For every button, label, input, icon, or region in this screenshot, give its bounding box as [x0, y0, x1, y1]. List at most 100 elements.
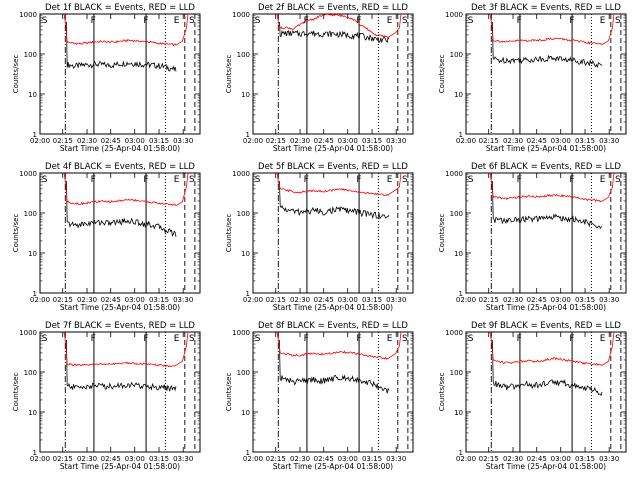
x-tick-label: 02:30	[290, 137, 310, 145]
marker-label: E	[387, 175, 393, 185]
x-tick-label: 02:30	[77, 137, 97, 145]
x-tick-label: 02:00	[30, 296, 50, 304]
chart-panel-1: Det 1f BLACK = Events, RED = LLD 1 10 100 10…	[12, 3, 201, 153]
x-axis-label: Start Time (25-Apr-04 01:58:00)	[273, 303, 393, 312]
marker-label: F	[569, 175, 574, 185]
marker-label: S	[255, 16, 261, 26]
y-axis-label: Counts/sec	[12, 373, 20, 412]
x-axis-label: Start Time (25-Apr-04 01:58:00)	[273, 144, 393, 153]
y-axis-label: Counts/sec	[12, 214, 20, 253]
y-tick-label: 1	[246, 449, 250, 457]
plot-frame	[465, 331, 627, 453]
plot-frame	[252, 13, 414, 135]
chart-title: Det 2f BLACK = Events, RED = LLD	[258, 3, 408, 13]
y-tick-label: 10	[241, 250, 250, 258]
series-line-events	[279, 339, 390, 394]
marker-label: F	[143, 334, 148, 344]
y-tick-label: 100	[237, 369, 250, 377]
series-line-lld	[489, 172, 615, 203]
x-tick-label: 02:45	[314, 455, 334, 463]
x-tick-label: 02:15	[53, 137, 73, 145]
marker-label: F	[517, 16, 522, 26]
y-tick-label: 1000	[445, 170, 463, 178]
plot-frame	[252, 331, 414, 453]
x-tick-label: 03:30	[173, 137, 193, 145]
y-axis-label: Counts/sec	[438, 55, 446, 94]
x-tick-label: 03:15	[575, 455, 595, 463]
marker-label: F	[304, 334, 309, 344]
chart-panel-5: Det 5f BLACK = Events, RED = LLD 1 10 100 10…	[225, 162, 414, 312]
y-tick-label: 1000	[445, 329, 463, 337]
marker-label: S	[189, 175, 195, 185]
y-tick-label: 100	[24, 369, 37, 377]
chart-panel-7: Det 7f BLACK = Events, RED = LLD 1 10 100 10…	[12, 321, 201, 471]
y-axis-label: Counts/sec	[225, 214, 233, 253]
marker-label: S	[255, 175, 261, 185]
y-axis-label: Counts/sec	[225, 373, 233, 412]
x-tick-label: 02:15	[53, 455, 73, 463]
x-tick-label: 02:00	[456, 137, 476, 145]
x-tick-label: 02:45	[101, 137, 121, 145]
marker-label: F	[356, 175, 361, 185]
marker-label: E	[174, 16, 180, 26]
series-line-events	[492, 21, 603, 69]
x-tick-label: 02:15	[266, 137, 286, 145]
x-tick-label: 03:15	[362, 296, 382, 304]
marker-label: S	[615, 175, 621, 185]
series-line-lld	[63, 172, 189, 207]
y-tick-label: 10	[241, 409, 250, 417]
x-axis-label: Start Time (25-Apr-04 01:58:00)	[486, 144, 606, 153]
x-tick-label: 03:15	[149, 455, 169, 463]
series-line-events	[66, 21, 177, 72]
y-tick-label: 1	[246, 131, 250, 139]
x-tick-label: 02:00	[30, 455, 50, 463]
x-axis-label: Start Time (25-Apr-04 01:58:00)	[60, 144, 180, 153]
x-tick-label: 03:00	[551, 296, 571, 304]
plot-frame	[252, 172, 414, 294]
x-tick-label: 02:00	[243, 137, 263, 145]
plot-frame	[465, 13, 627, 135]
x-tick-label: 02:45	[101, 296, 121, 304]
x-tick-label: 02:00	[243, 455, 263, 463]
y-tick-label: 1	[33, 131, 37, 139]
y-tick-label: 1000	[445, 11, 463, 19]
x-tick-label: 03:00	[125, 296, 145, 304]
plot-frame	[39, 331, 201, 453]
marker-label: S	[468, 16, 474, 26]
y-tick-label: 1	[459, 131, 463, 139]
y-tick-label: 1000	[19, 329, 37, 337]
series-line-events	[66, 180, 177, 237]
x-tick-label: 03:15	[575, 296, 595, 304]
x-tick-label: 03:30	[599, 296, 619, 304]
chart-panel-3: Det 3f BLACK = Events, RED = LLD 1 10 100 10…	[438, 3, 627, 153]
x-tick-label: 02:45	[314, 137, 334, 145]
y-tick-label: 100	[450, 210, 463, 218]
marker-label: F	[569, 334, 574, 344]
marker-label: E	[387, 334, 393, 344]
x-tick-label: 03:30	[599, 137, 619, 145]
series-line-events	[279, 21, 390, 44]
y-tick-label: 100	[24, 210, 37, 218]
y-tick-label: 10	[454, 409, 463, 417]
x-tick-label: 03:15	[362, 455, 382, 463]
marker-label: F	[517, 334, 522, 344]
series-line-lld	[276, 172, 402, 197]
y-tick-label: 1	[459, 290, 463, 298]
marker-label: E	[174, 334, 180, 344]
marker-label: F	[91, 175, 96, 185]
x-tick-label: 02:15	[266, 296, 286, 304]
x-axis-label: Start Time (25-Apr-04 01:58:00)	[273, 462, 393, 471]
marker-label: S	[42, 334, 48, 344]
x-tick-label: 03:30	[173, 296, 193, 304]
x-tick-label: 02:15	[53, 296, 73, 304]
y-axis-label: Counts/sec	[12, 55, 20, 94]
series-line-lld	[489, 13, 615, 46]
marker-label: F	[143, 16, 148, 26]
marker-label: E	[600, 334, 606, 344]
series-line-lld	[276, 13, 402, 40]
marker-label: F	[304, 16, 309, 26]
marker-label: S	[255, 334, 261, 344]
x-axis-label: Start Time (25-Apr-04 01:58:00)	[486, 303, 606, 312]
x-tick-label: 02:45	[527, 455, 547, 463]
y-tick-label: 100	[24, 51, 37, 59]
